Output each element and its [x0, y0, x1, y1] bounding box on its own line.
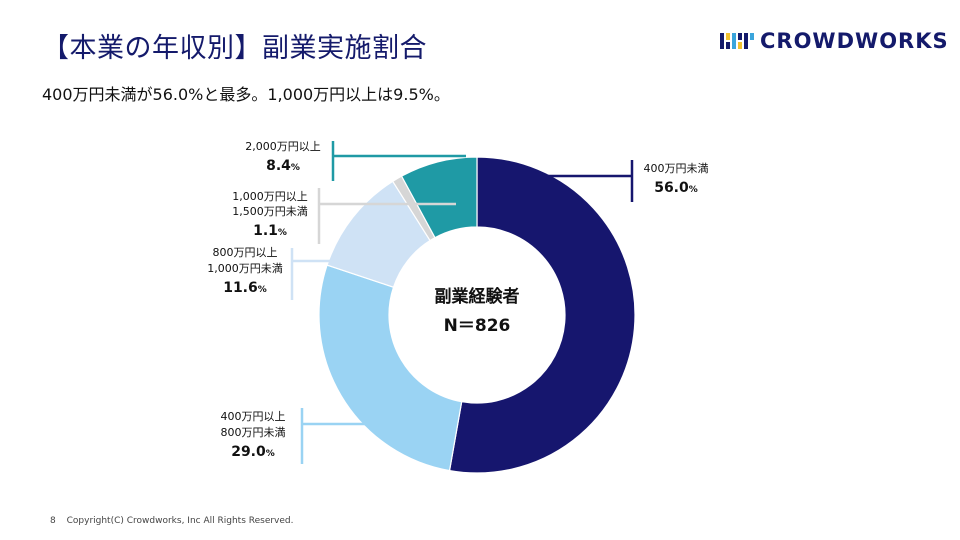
slice-label-800to1000-line2: 1,000万円未満 [207, 262, 283, 275]
slice-labels: 400万円未満 56.0% 400万円以上 800万円未満 29.0% 800万円以上 1,… [207, 140, 709, 464]
crowdworks-logo: CROWDWORKS [720, 28, 949, 54]
page-title: 【本業の年収別】副業実施割合 [42, 33, 427, 64]
crowdworks-logo-mark-icon [720, 33, 754, 49]
slice-value-400to800: 29.0% [231, 444, 275, 460]
slice-value-over2000: 8.4% [266, 158, 300, 174]
slice-label-800to1000-line1: 800万円以上 [213, 246, 278, 259]
slice-label-1000to1500-line2: 1,500万円未満 [232, 205, 308, 218]
subtitle: 400万円未満が56.0%と最多。1,000万円以上は9.5%。 [42, 85, 450, 104]
slice-label-400to800-line2: 800万円未満 [221, 426, 286, 439]
slice-value-800to1000: 11.6% [223, 280, 267, 296]
center-label-title: 副業経験者 [435, 286, 520, 307]
slice-label-1000to1500-line1: 1,000万円以上 [232, 190, 308, 203]
center-label-count: N＝826 [444, 316, 511, 336]
page-number: 8 [50, 516, 56, 526]
footer: 8 Copyright(C) Crowdworks, Inc All Right… [50, 516, 294, 526]
slice-label-over2000-line1: 2,000万円以上 [245, 140, 321, 153]
slice-label-400to800-line1: 400万円以上 [221, 410, 286, 423]
slice-over2000 [400, 156, 478, 239]
logo-text: CROWDWORKS [760, 29, 949, 53]
slice-400to800 [318, 264, 463, 472]
slice-value-1000to1500: 1.1% [253, 223, 287, 239]
slice-value-under400: 56.0% [654, 180, 698, 196]
copyright-text: Copyright(C) Crowdworks, Inc All Rights … [66, 516, 294, 526]
slice-under400 [448, 156, 636, 474]
slice-label-under400-line1: 400万円未満 [644, 162, 709, 175]
